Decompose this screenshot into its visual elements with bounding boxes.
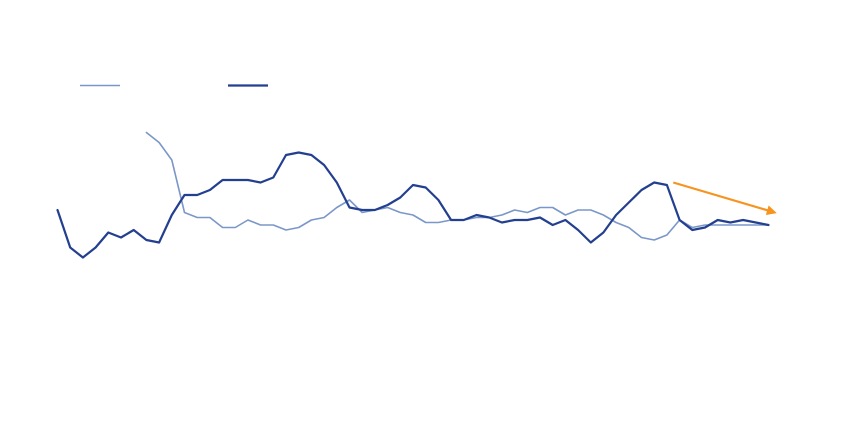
annotation-group <box>672 181 777 216</box>
series-line-1 <box>145 131 770 241</box>
series-line-2 <box>56 151 770 259</box>
series-group <box>56 131 770 259</box>
trend-arrow <box>672 181 777 216</box>
